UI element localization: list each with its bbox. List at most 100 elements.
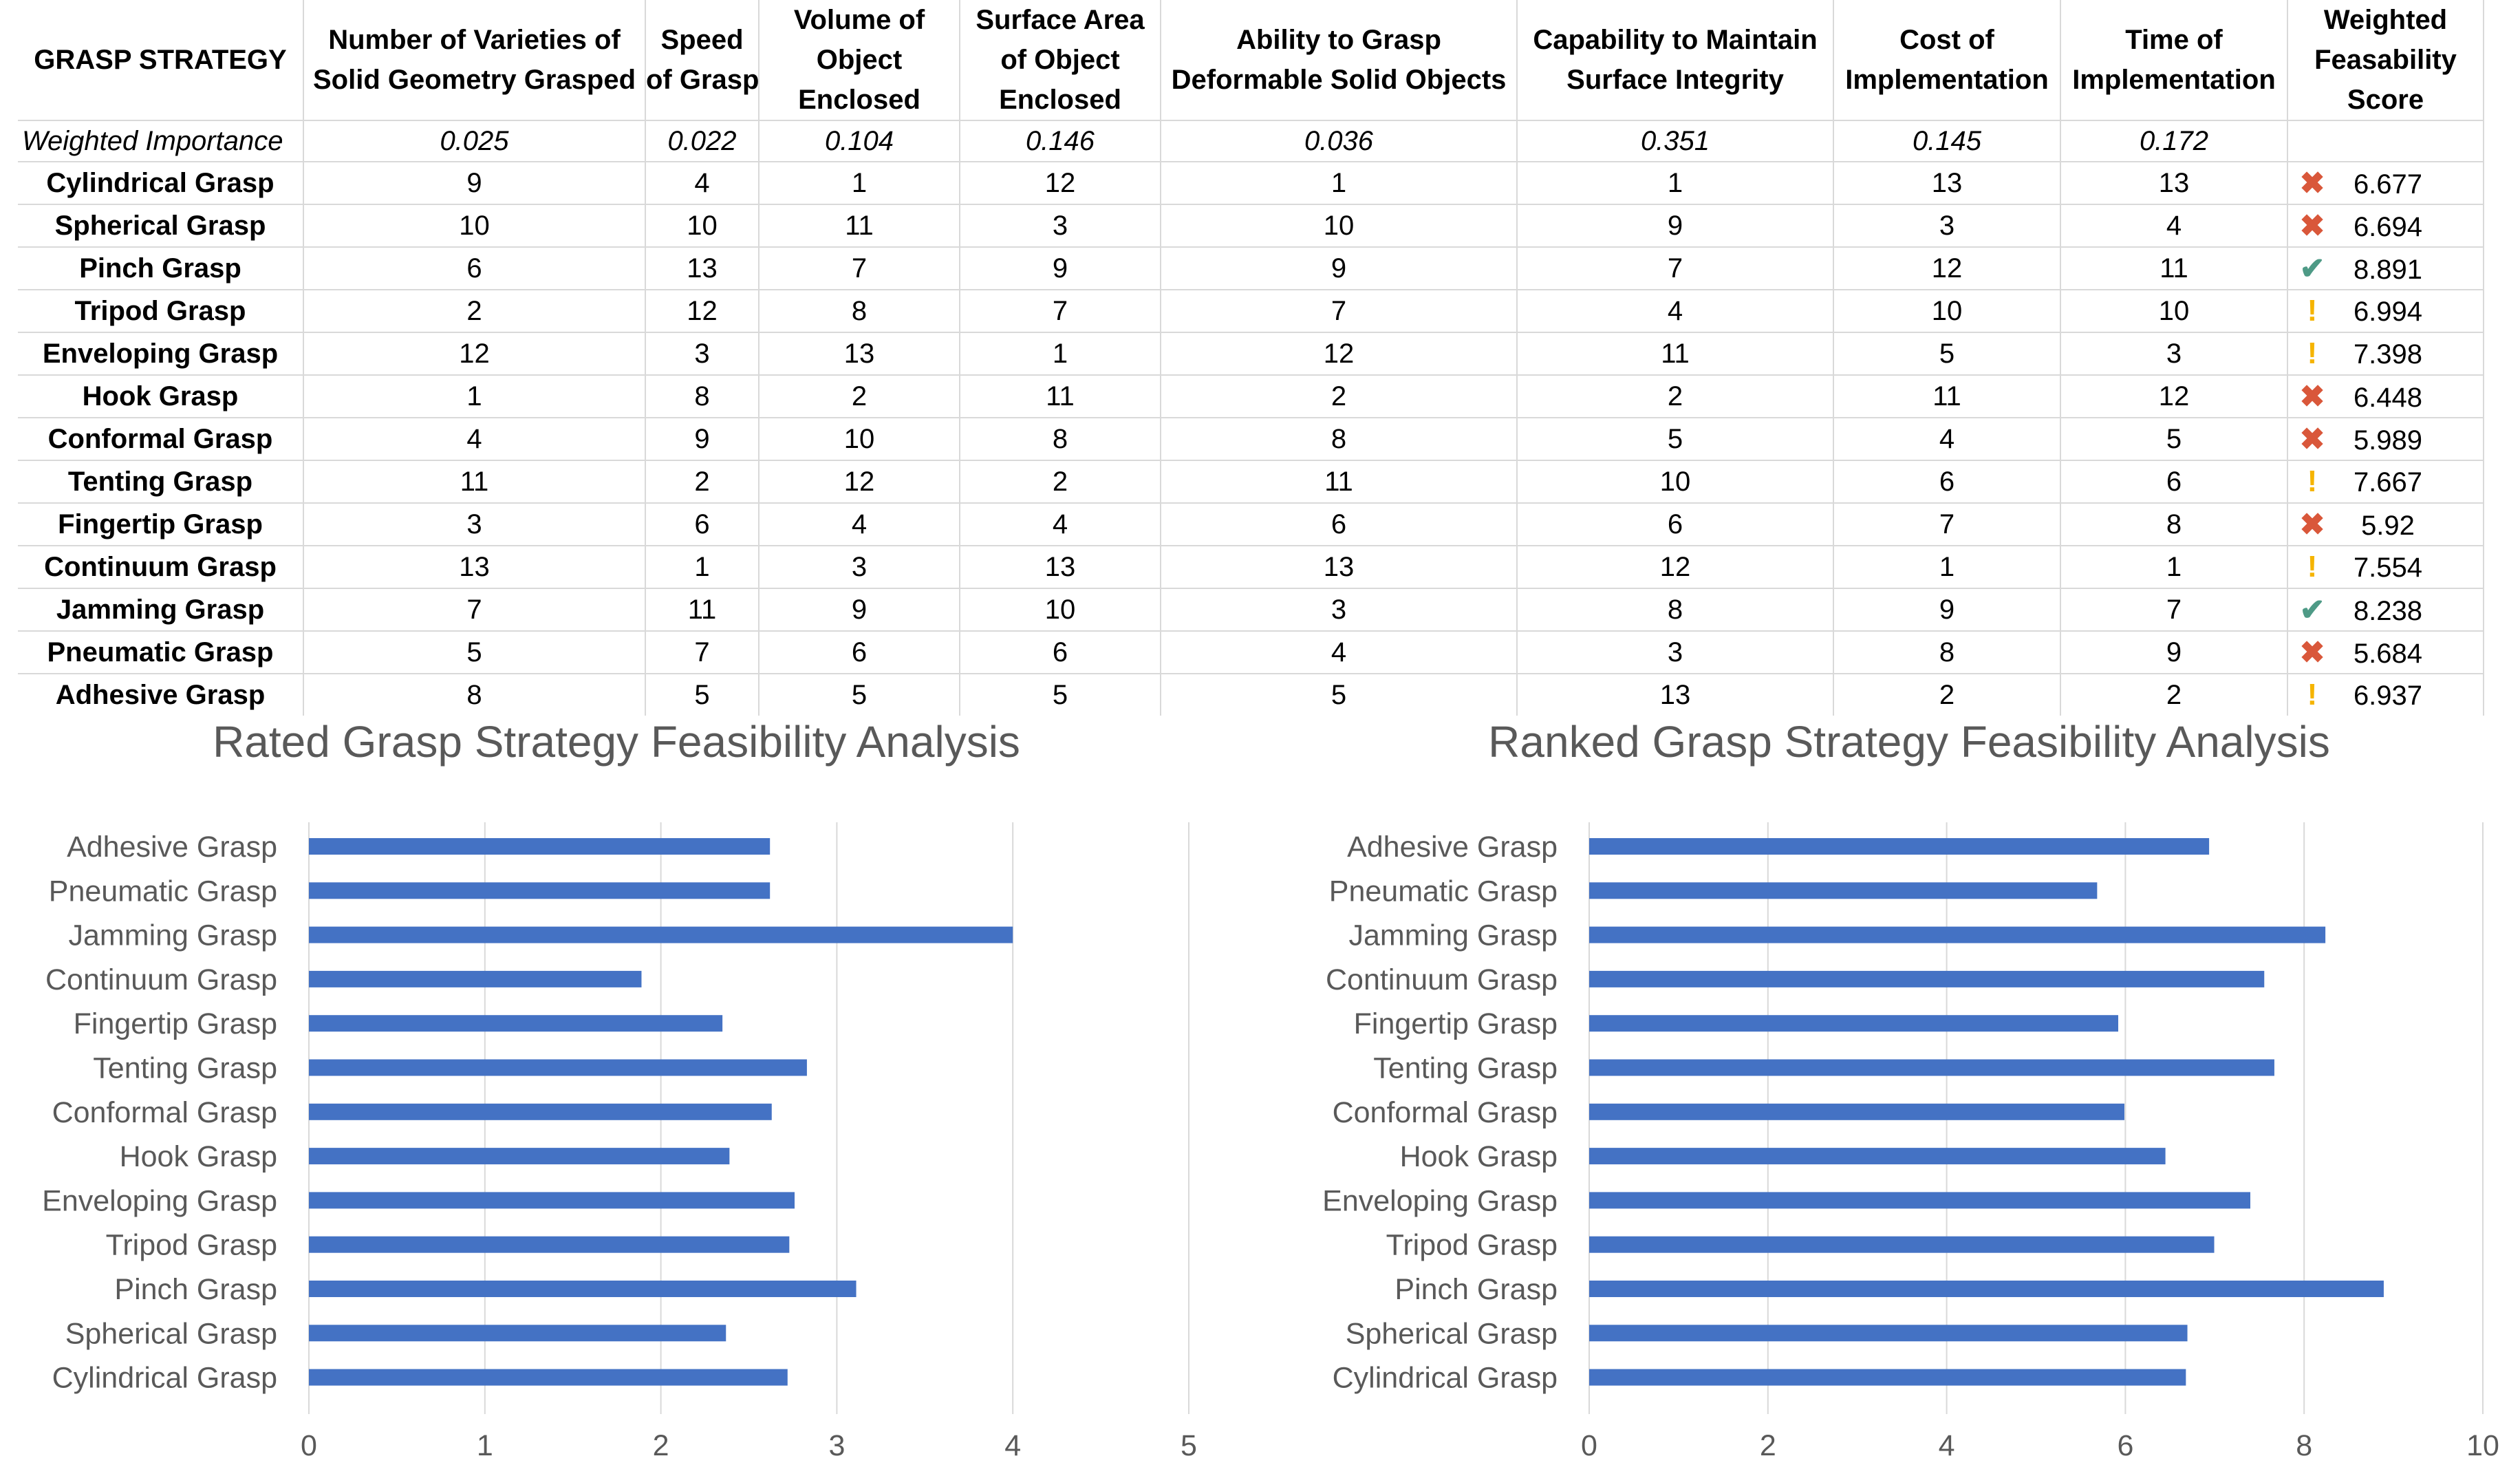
rank-cell: 6 <box>960 631 1161 674</box>
table-row: Tripod Grasp 2 12 8 7 7 4 10 10! 6.994 <box>18 290 2484 333</box>
score-value: 6.677 <box>2353 169 2423 200</box>
table-row: Hook Grasp 1 8 2 11 2 2 11 12 ✖ 6.448 <box>18 375 2484 418</box>
rank-cell: 11 <box>1833 375 2061 418</box>
rank-cell: 2 <box>1833 674 2061 716</box>
column-header-line: Surface Area <box>976 5 1145 35</box>
rank-cell: 13 <box>303 546 646 589</box>
bar <box>309 1325 726 1342</box>
column-header-line: Implementation <box>2072 65 2276 95</box>
column-header: Surface Area of Object Enclosed <box>960 0 1161 121</box>
x-tick-label: 10 <box>2466 1429 2499 1462</box>
weight-cell: 0.104 <box>759 120 960 162</box>
rated-feasibility-chart: Rated Grasp Strategy Feasibility Analysi… <box>42 717 1197 1462</box>
score-cell: ✖ 6.677 <box>2287 162 2484 205</box>
bar <box>1589 1325 2188 1342</box>
score-cell: ✔ 8.238 <box>2287 588 2484 632</box>
category-label: Enveloping Grasp <box>1322 1184 1558 1217</box>
rank-cell: 5 <box>1161 674 1518 716</box>
bar <box>1589 1236 2215 1253</box>
x-tick-label: 6 <box>2117 1429 2133 1462</box>
rank-cell: 2 <box>303 290 646 333</box>
table-row: Tenting Grasp 11 2 12 2 11 10 6 6! 7.667 <box>18 460 2484 504</box>
rank-cell: 3 <box>645 332 760 376</box>
bar <box>309 1281 857 1297</box>
score-cell: ! 7.398 <box>2287 332 2484 376</box>
charts-area: Rated Grasp Strategy Feasibility Analysi… <box>42 717 2499 1462</box>
column-header-line: Enclosed <box>798 85 920 115</box>
strategy-name: Tenting Grasp <box>18 460 304 504</box>
rank-cell: 6 <box>1161 503 1518 546</box>
column-header-line: Enclosed <box>999 85 1121 115</box>
rank-cell: 9 <box>2060 631 2288 674</box>
bar <box>1589 1015 2119 1032</box>
table-row: Adhesive Grasp 8 5 5 5 5 13 2 2! 6.937 <box>18 674 2484 716</box>
column-header: Cost of Implementation <box>1833 0 2061 121</box>
rank-cell: 3 <box>1833 204 2061 248</box>
rank-cell: 4 <box>1833 418 2061 461</box>
rank-cell: 2 <box>759 375 960 418</box>
rank-cell: 6 <box>1517 503 1834 546</box>
bar <box>309 1015 723 1032</box>
column-header: Ability to Grasp Deformable Solid Objects <box>1161 0 1518 121</box>
rank-cell: 5 <box>960 674 1161 716</box>
rank-cell: 7 <box>1517 247 1834 290</box>
exclamation-icon: ! <box>2307 464 2318 498</box>
rank-cell: 6 <box>2060 460 2288 504</box>
rank-cell: 6 <box>303 247 646 290</box>
rank-cell: 5 <box>645 674 760 716</box>
bar <box>1589 1281 2384 1297</box>
rank-cell: 5 <box>2060 418 2288 461</box>
check-mark-icon: ✔ <box>2299 592 2325 627</box>
category-label: Jamming Grasp <box>69 919 277 952</box>
score-cell: ✖ 5.92 <box>2287 503 2484 546</box>
bar <box>1589 1148 2166 1165</box>
column-header-line: Time of <box>2125 25 2223 55</box>
rank-cell: 10 <box>1833 290 2061 333</box>
rank-cell: 12 <box>303 332 646 376</box>
column-header-line: Volume of <box>793 5 925 35</box>
rank-cell: 6 <box>759 631 960 674</box>
x-mark-icon: ✖ <box>2299 379 2325 414</box>
column-header-line: of Object <box>1000 45 1120 75</box>
category-label: Pinch Grasp <box>1394 1273 1558 1306</box>
rank-cell: 12 <box>1161 332 1518 376</box>
bar <box>1589 882 2098 899</box>
column-header-line: Object <box>816 45 903 75</box>
rank-cell: 7 <box>960 290 1161 333</box>
strategy-name: Pinch Grasp <box>18 247 304 290</box>
rank-cell: 8 <box>1161 418 1518 461</box>
rank-cell: 3 <box>1517 631 1834 674</box>
strategy-name: Conformal Grasp <box>18 418 304 461</box>
strategy-name: Fingertip Grasp <box>18 503 304 546</box>
bar <box>309 1103 772 1120</box>
rank-cell: 7 <box>645 631 760 674</box>
rank-cell: 11 <box>645 588 760 632</box>
table-row: Spherical Grasp 10 10 11 3 10 9 3 4 ✖ 6.694 <box>18 204 2484 248</box>
bar <box>1589 1059 2274 1076</box>
bar <box>309 838 771 855</box>
strategy-name: Cylindrical Grasp <box>18 162 304 205</box>
bar <box>309 926 1013 943</box>
rank-cell: 10 <box>960 588 1161 632</box>
column-header-line: GRASP STRATEGY <box>34 45 287 75</box>
x-mark-icon: ✖ <box>2299 208 2325 243</box>
rank-cell: 2 <box>1161 375 1518 418</box>
rank-cell: 5 <box>1833 332 2061 376</box>
weight-cell: 0.172 <box>2060 120 2288 162</box>
x-tick-label: 0 <box>301 1429 317 1462</box>
category-label: Pinch Grasp <box>114 1273 277 1306</box>
x-tick-label: 0 <box>1581 1429 1597 1462</box>
weights-label: Weighted Importance <box>18 120 304 162</box>
rank-cell: 4 <box>759 503 960 546</box>
bar <box>309 1148 730 1165</box>
category-label: Tripod Grasp <box>106 1229 277 1262</box>
rank-cell: 12 <box>645 290 760 333</box>
x-mark-icon: ✖ <box>2299 422 2325 456</box>
bar <box>1589 1103 2124 1120</box>
score-cell: ✖ 6.448 <box>2287 375 2484 418</box>
bar <box>1589 1192 2251 1209</box>
column-header-line: Number of Varieties of <box>328 25 621 55</box>
exclamation-icon: ! <box>2307 678 2318 712</box>
bar <box>1589 926 2326 943</box>
score-value: 5.92 <box>2361 510 2415 541</box>
